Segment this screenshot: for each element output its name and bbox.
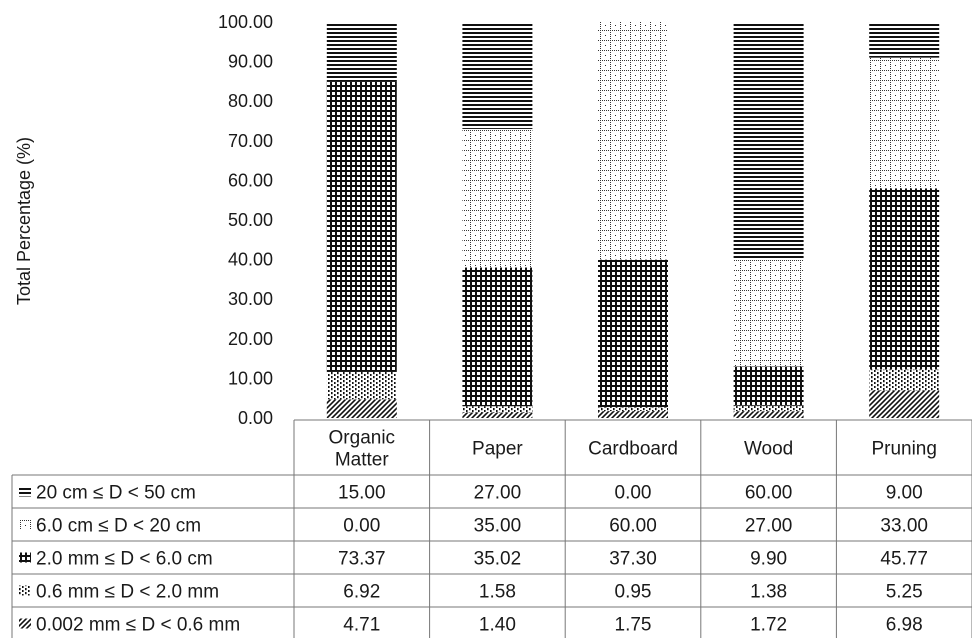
table-cell-value: 1.40 [479,615,516,636]
bar-segment [869,57,940,189]
table-cell-value: 9.90 [750,549,787,570]
bar-segment [462,22,533,129]
bar-segment [869,369,940,391]
legend-key-swatch [19,618,31,629]
bar-segment [326,81,397,372]
table-cell-value: 37.30 [609,549,657,570]
legend-key-swatch [19,486,31,497]
table-cell-value: 0.00 [343,516,380,537]
y-tick-label: 40.00 [228,250,273,270]
table-cell-value: 0.00 [615,483,652,504]
bar-segment [598,259,668,408]
table-cell-value: 9.00 [886,483,923,504]
bar-segment [326,22,397,82]
table-cell-value: 15.00 [338,483,386,504]
table-cell-value: 0.95 [615,582,652,603]
y-tick-label: 60.00 [228,170,273,190]
data-table: Organic Matter Paper Cardboard Wood Pruning 20… [11,419,972,641]
legend-key-swatch [19,519,31,530]
table-cell-value: 1.72 [750,615,787,636]
y-tick-label: 50.00 [228,210,273,230]
category-label: Pruning [871,439,937,460]
bar-segment [462,128,533,268]
bar-segment [326,399,397,418]
bar-stack [326,22,397,418]
bar-segment [733,259,804,367]
y-axis-label: Total Percentage (%) [14,137,34,305]
bar-segment [598,22,668,260]
y-tick-label: 30.00 [228,289,273,309]
y-tick-label: 10.00 [228,368,273,388]
bar-segment [598,407,668,412]
table-cell-value: 1.38 [750,582,787,603]
legend-row-label: 0.6 mm ≤ D < 2.0 mm [36,582,219,603]
bar-segment [733,366,804,406]
table-cell-value: 27.00 [474,483,522,504]
category-label: Cardboard [588,439,678,460]
bar-stack [462,22,533,418]
category-label: Wood [744,439,793,460]
bar-segment [869,390,940,418]
category-label: Paper [472,439,523,460]
table-cell-value: 33.00 [880,516,928,537]
bar-stack [598,22,668,418]
y-tick-label: 100.00 [218,12,273,32]
y-tick-label: 90.00 [228,52,273,72]
bar-segment [733,411,804,418]
table-cell-value: 6.98 [886,615,923,636]
y-tick-label: 80.00 [228,91,273,111]
table-cell-value: 35.02 [474,549,522,570]
bar-segment [869,22,940,58]
bar-segment [462,267,533,407]
table-cell-value: 35.00 [474,516,522,537]
y-tick-label: 20.00 [228,329,273,349]
table-cell-value: 1.58 [479,582,516,603]
y-tick-label: 0.00 [238,408,273,428]
table-cell-value: 45.77 [880,549,928,570]
table-cell-value: 73.37 [338,549,386,570]
y-tick-label: 70.00 [228,131,273,151]
table-cell-value: 1.75 [615,615,652,636]
bar-segment [462,406,533,413]
table-cell-value: 27.00 [745,516,793,537]
table-cell-value: 5.25 [886,582,923,603]
legend-row-label: 0.002 mm ≤ D < 0.6 mm [36,615,240,636]
category-label: Organic Matter [329,428,396,471]
table-cell-value: 60.00 [609,516,657,537]
bar-stack [733,22,804,418]
bar-segment [326,371,397,400]
bar-segment [869,188,940,370]
bars [326,22,940,418]
table-cell-value: 60.00 [745,483,793,504]
bar-segment [462,412,533,418]
y-axis-ticks: 0.00 10.00 20.00 30.00 40.00 50.00 60.00 70.00 8… [218,12,273,428]
bar-segment [733,405,804,412]
legend-row-label: 20 cm ≤ D < 50 cm [36,483,196,504]
bar-segment [733,22,804,260]
table-cell-value: 4.71 [343,615,380,636]
table-cell-value: 6.92 [343,582,380,603]
bar-segment [598,411,668,418]
legend-key-swatch [19,552,31,563]
bar-stack [869,22,940,418]
legend-row-label: 2.0 mm ≤ D < 6.0 cm [36,549,213,570]
legend-row-label: 6.0 cm ≤ D < 20 cm [36,516,201,537]
legend-key-swatch [19,585,31,596]
